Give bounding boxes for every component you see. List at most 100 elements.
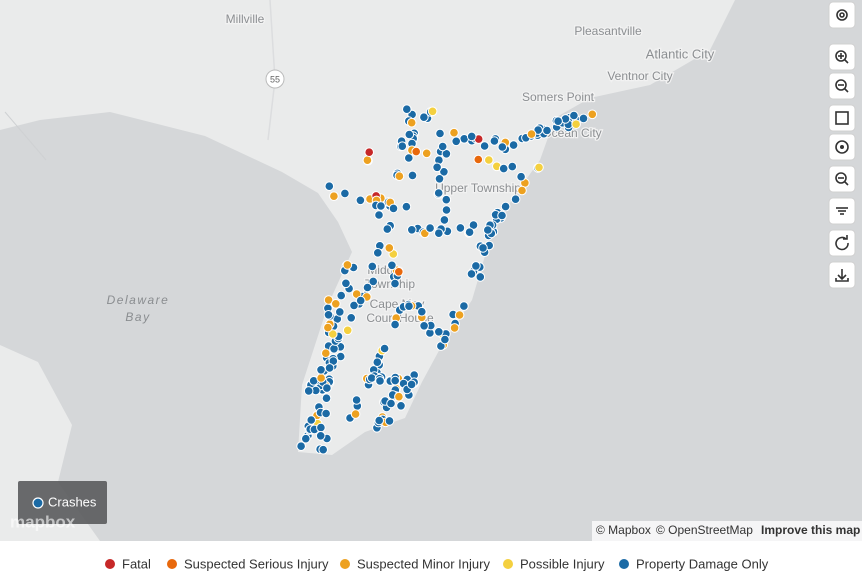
crash-point[interactable] xyxy=(382,224,393,234)
crash-point[interactable] xyxy=(435,128,445,139)
crash-point[interactable] xyxy=(323,322,333,333)
crash-point[interactable] xyxy=(394,391,404,402)
map-control-button[interactable] xyxy=(828,1,856,29)
crash-point[interactable] xyxy=(411,146,422,157)
crash-point[interactable] xyxy=(483,225,493,235)
crash-point[interactable] xyxy=(498,163,509,174)
crash-point[interactable] xyxy=(384,416,395,426)
map-control-button[interactable] xyxy=(828,197,856,225)
crash-point[interactable] xyxy=(342,260,353,270)
legend-label[interactable]: Property Damage Only xyxy=(636,556,769,571)
legend-item[interactable]: Property Damage Only xyxy=(619,556,769,571)
crash-point[interactable] xyxy=(432,162,442,173)
crash-point[interactable] xyxy=(355,295,366,306)
crash-point[interactable] xyxy=(497,142,508,152)
map-control-button[interactable] xyxy=(828,229,856,257)
crash-point[interactable] xyxy=(484,155,494,165)
crash-point[interactable] xyxy=(321,408,331,419)
crash-point[interactable] xyxy=(517,185,527,196)
button-bg[interactable] xyxy=(828,43,856,71)
crash-point[interactable] xyxy=(372,357,383,368)
crash-point[interactable] xyxy=(402,104,412,114)
crash-point[interactable] xyxy=(404,129,415,140)
crash-point[interactable] xyxy=(396,401,406,411)
crash-point[interactable] xyxy=(374,415,385,426)
crash-point[interactable] xyxy=(434,228,444,238)
crash-point[interactable] xyxy=(355,195,366,206)
legend-label[interactable]: Suspected Minor Injury xyxy=(357,556,490,571)
crash-point[interactable] xyxy=(406,117,417,128)
logo[interactable]: mapbox xyxy=(10,512,76,531)
crash-point[interactable] xyxy=(427,106,438,117)
crash-point[interactable] xyxy=(316,365,326,375)
crash-point[interactable] xyxy=(315,431,326,441)
crash-point[interactable] xyxy=(306,415,317,425)
crash-point[interactable] xyxy=(455,223,466,233)
crash-point[interactable] xyxy=(316,373,326,383)
crash-point[interactable] xyxy=(407,225,417,235)
crash-point[interactable] xyxy=(397,141,408,151)
crash-point[interactable] xyxy=(500,201,511,212)
crash-point[interactable] xyxy=(508,140,519,150)
button-bg[interactable] xyxy=(828,72,856,100)
legend-item[interactable]: Fatal xyxy=(105,556,151,571)
crash-point[interactable] xyxy=(441,205,452,215)
crash-point[interactable] xyxy=(464,227,475,237)
crash-point[interactable] xyxy=(390,319,400,330)
crash-point[interactable] xyxy=(328,329,338,339)
crash-point[interactable] xyxy=(571,119,581,129)
crash-point[interactable] xyxy=(386,398,396,409)
crash-point[interactable] xyxy=(351,395,362,405)
crash-point[interactable] xyxy=(466,131,477,142)
crash-point[interactable] xyxy=(439,167,449,177)
crash-point[interactable] xyxy=(421,148,432,159)
crash-point[interactable] xyxy=(324,363,335,373)
crash-point[interactable] xyxy=(439,215,450,225)
crash-point[interactable] xyxy=(376,201,386,211)
crash-point[interactable] xyxy=(419,321,429,331)
crash-point[interactable] xyxy=(407,170,418,181)
layer-button[interactable]: Crashes xyxy=(18,481,107,524)
crash-point[interactable] xyxy=(449,127,459,138)
crash-point[interactable] xyxy=(471,261,481,271)
attribution-link[interactable]: © Mapbox xyxy=(596,523,651,537)
crash-point[interactable] xyxy=(329,191,339,201)
crash-point[interactable] xyxy=(394,171,405,181)
layer-button-bg[interactable] xyxy=(18,481,107,524)
crash-point[interactable] xyxy=(364,147,375,157)
crash-point[interactable] xyxy=(534,162,544,173)
crash-point[interactable] xyxy=(387,260,397,271)
crash-point[interactable] xyxy=(459,301,469,311)
crash-point[interactable] xyxy=(526,129,537,139)
crash-point[interactable] xyxy=(419,112,429,122)
crash-point[interactable] xyxy=(375,376,385,386)
crash-point[interactable] xyxy=(587,109,598,120)
crash-point[interactable] xyxy=(516,171,526,182)
crash-point[interactable] xyxy=(366,373,377,383)
crash-point[interactable] xyxy=(342,325,353,336)
crash-point[interactable] xyxy=(374,210,384,220)
crash-point[interactable] xyxy=(510,194,521,204)
crash-point[interactable] xyxy=(301,433,311,444)
crash-point[interactable] xyxy=(323,310,334,320)
crash-point[interactable] xyxy=(468,220,479,230)
crash-point[interactable] xyxy=(379,343,390,354)
crash-point[interactable] xyxy=(368,276,379,287)
crash-point[interactable] xyxy=(542,125,552,136)
crash-point[interactable] xyxy=(473,154,484,165)
crash-point[interactable] xyxy=(373,248,383,258)
legend-label[interactable]: Fatal xyxy=(122,556,151,571)
map-control-button[interactable] xyxy=(828,72,856,100)
crash-point[interactable] xyxy=(318,444,329,455)
button-bg[interactable] xyxy=(828,104,856,132)
crash-point[interactable] xyxy=(434,174,445,184)
crash-point[interactable] xyxy=(479,141,490,151)
crash-point[interactable] xyxy=(440,334,450,345)
button-bg[interactable] xyxy=(828,1,856,29)
crash-point[interactable] xyxy=(349,300,359,311)
crash-point[interactable] xyxy=(497,210,507,221)
crash-point[interactable] xyxy=(478,243,488,253)
map-control-button[interactable] xyxy=(828,133,856,161)
crash-point[interactable] xyxy=(321,393,332,404)
crash-point[interactable] xyxy=(425,223,435,233)
